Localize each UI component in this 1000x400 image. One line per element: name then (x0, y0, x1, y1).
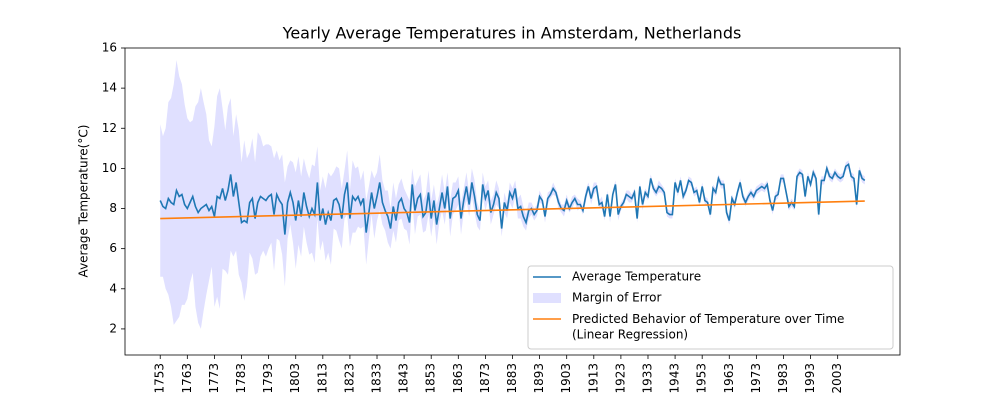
x-tick-label: 1803 (288, 363, 302, 394)
regression-line (160, 200, 865, 220)
x-tick-label: 1923 (613, 363, 627, 394)
y-tick-label: 6 (109, 241, 117, 255)
legend-box (527, 265, 894, 350)
legend-label: Margin of Error (572, 291, 661, 305)
x-tick-label: 1833 (370, 363, 384, 394)
x-tick-label: 1933 (640, 363, 654, 394)
chart-title: Yearly Average Temperatures in Amsterdam… (282, 24, 742, 43)
x-tick-label: 1893 (532, 363, 546, 394)
x-tick-label: 1983 (776, 363, 790, 394)
x-tick-label: 1913 (586, 363, 600, 394)
x-tick-label: 1903 (559, 363, 573, 394)
y-tick-label: 12 (102, 121, 117, 135)
x-tick-label: 1853 (424, 363, 438, 394)
x-tick-label: 1753 (153, 363, 167, 394)
x-tick-label: 1793 (261, 363, 275, 394)
temperature-line (159, 163, 866, 235)
x-tick-label: 1813 (315, 363, 329, 394)
x-tick-label: 1763 (180, 363, 194, 394)
x-tick-label: 1963 (722, 363, 736, 394)
y-tick-label: 16 (102, 41, 117, 55)
x-tick-label: 1783 (234, 363, 248, 394)
error-band (160, 60, 865, 329)
y-axis-label: Average Temperature(°C) (77, 125, 91, 278)
x-tick-label: 1883 (505, 363, 519, 394)
y-tick-label: 8 (109, 201, 117, 215)
x-tick-label: 1993 (803, 363, 817, 394)
y-tick-label: 2 (109, 321, 117, 335)
x-tick-label: 1973 (749, 363, 763, 394)
y-tick-label: 10 (102, 161, 117, 175)
x-tick-label: 1843 (397, 363, 411, 394)
x-tick-label: 1953 (695, 363, 709, 394)
x-tick-label: 1873 (478, 363, 492, 394)
x-tick-label: 2003 (830, 363, 844, 394)
legend-label: Predicted Behavior of Temperature over T… (572, 312, 844, 342)
x-tick-label: 1943 (668, 363, 682, 394)
x-tick-label: 1823 (342, 363, 356, 394)
x-tick-label: 1863 (451, 363, 465, 394)
y-tick-label: 4 (109, 281, 117, 295)
legend-label: Average Temperature (572, 270, 701, 284)
legend-swatch (533, 293, 561, 303)
x-tick-label: 1773 (207, 363, 221, 394)
y-tick-label: 14 (102, 81, 117, 95)
